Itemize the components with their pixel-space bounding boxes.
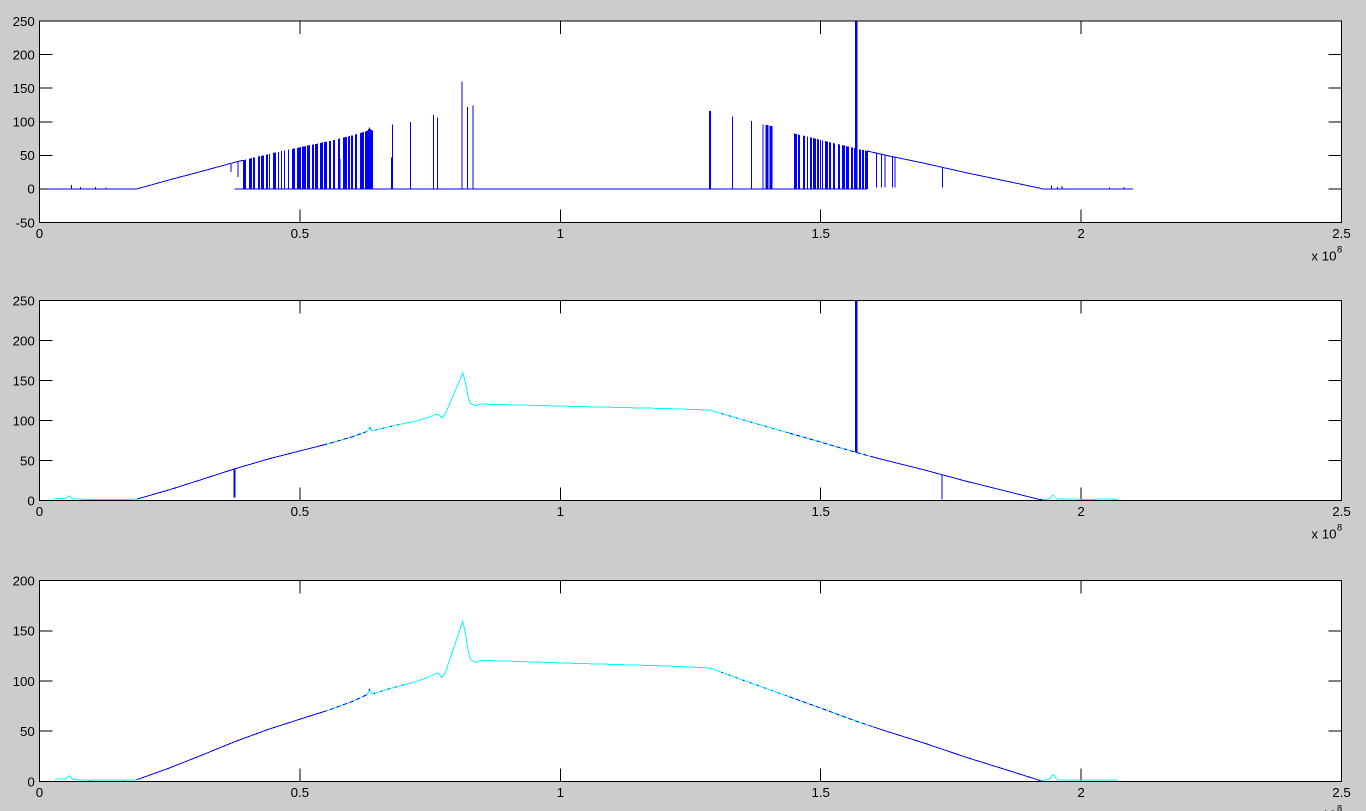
svg-text:1.5: 1.5 <box>811 226 830 241</box>
svg-text:50: 50 <box>20 148 35 163</box>
svg-text:0.5: 0.5 <box>291 504 310 519</box>
svg-text:0: 0 <box>36 785 43 800</box>
svg-text:0: 0 <box>27 774 34 789</box>
svg-text:250: 250 <box>13 293 35 308</box>
svg-text:0: 0 <box>27 182 34 197</box>
svg-text:0: 0 <box>36 504 43 519</box>
svg-text:2: 2 <box>1077 504 1084 519</box>
svg-text:200: 200 <box>13 47 35 62</box>
svg-text:x 10: x 10 <box>1311 249 1336 264</box>
svg-text:150: 150 <box>13 624 35 639</box>
svg-text:100: 100 <box>13 413 35 428</box>
svg-text:200: 200 <box>13 573 35 588</box>
svg-text:8: 8 <box>1337 245 1342 255</box>
svg-text:0: 0 <box>27 493 34 508</box>
svg-text:250: 250 <box>13 14 35 29</box>
svg-text:1.5: 1.5 <box>811 504 830 519</box>
svg-text:2: 2 <box>1077 785 1084 800</box>
svg-text:x 10: x 10 <box>1311 527 1336 542</box>
svg-text:8: 8 <box>1337 804 1342 811</box>
svg-text:150: 150 <box>13 81 35 96</box>
svg-text:1.5: 1.5 <box>811 785 830 800</box>
svg-text:0: 0 <box>36 226 43 241</box>
svg-text:-50: -50 <box>16 215 35 230</box>
svg-text:150: 150 <box>13 373 35 388</box>
svg-text:200: 200 <box>13 333 35 348</box>
svg-text:1: 1 <box>557 226 564 241</box>
svg-text:100: 100 <box>13 115 35 130</box>
svg-text:2.5: 2.5 <box>1332 785 1351 800</box>
svg-text:1: 1 <box>557 785 564 800</box>
svg-text:50: 50 <box>20 724 35 739</box>
svg-text:2.5: 2.5 <box>1332 226 1351 241</box>
svg-text:1: 1 <box>557 504 564 519</box>
svg-text:0.5: 0.5 <box>291 785 310 800</box>
svg-text:0.5: 0.5 <box>291 226 310 241</box>
svg-text:50: 50 <box>20 453 35 468</box>
svg-text:100: 100 <box>13 674 35 689</box>
svg-text:8: 8 <box>1337 523 1342 533</box>
svg-text:x 10: x 10 <box>1311 808 1336 811</box>
svg-text:2.5: 2.5 <box>1332 504 1351 519</box>
svg-text:2: 2 <box>1077 226 1084 241</box>
